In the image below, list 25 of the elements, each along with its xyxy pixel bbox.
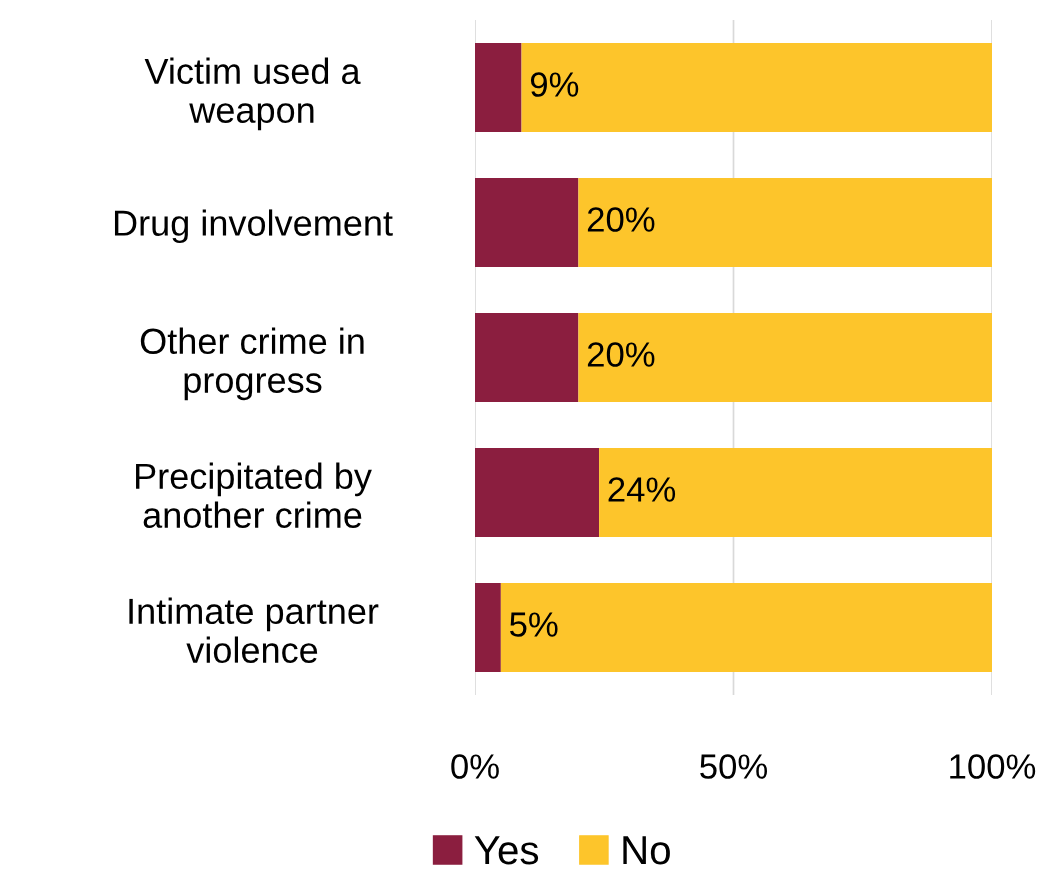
bar xyxy=(475,312,579,403)
bar xyxy=(475,582,501,673)
data-label: 24% xyxy=(608,477,676,502)
data-label: 9% xyxy=(530,72,579,97)
bar xyxy=(521,42,992,133)
data-label: 20% xyxy=(587,342,655,367)
bar xyxy=(599,447,992,538)
y-tick-label: Victim used a weapon xyxy=(144,57,361,131)
y-tick-label: Intimate partner violence xyxy=(129,597,379,664)
y-tick-label: Precipitated by another crime xyxy=(136,462,372,529)
y-tick-label: Other crime in progress xyxy=(140,327,364,401)
legend-label: Yes xyxy=(474,836,539,865)
bar xyxy=(475,447,600,538)
bar xyxy=(475,42,522,133)
x-tick-label: 100% xyxy=(950,754,1036,779)
bar xyxy=(578,177,992,268)
legend-label: No xyxy=(623,836,670,865)
x-tick-label: 0% xyxy=(451,754,499,779)
data-label: 5% xyxy=(509,612,558,637)
data-label: 20% xyxy=(587,207,655,232)
x-tick-label: 50% xyxy=(700,754,768,779)
y-tick-label: Drug involvement xyxy=(114,209,393,244)
bar xyxy=(475,177,579,268)
bar xyxy=(578,312,992,403)
bar xyxy=(500,582,992,673)
